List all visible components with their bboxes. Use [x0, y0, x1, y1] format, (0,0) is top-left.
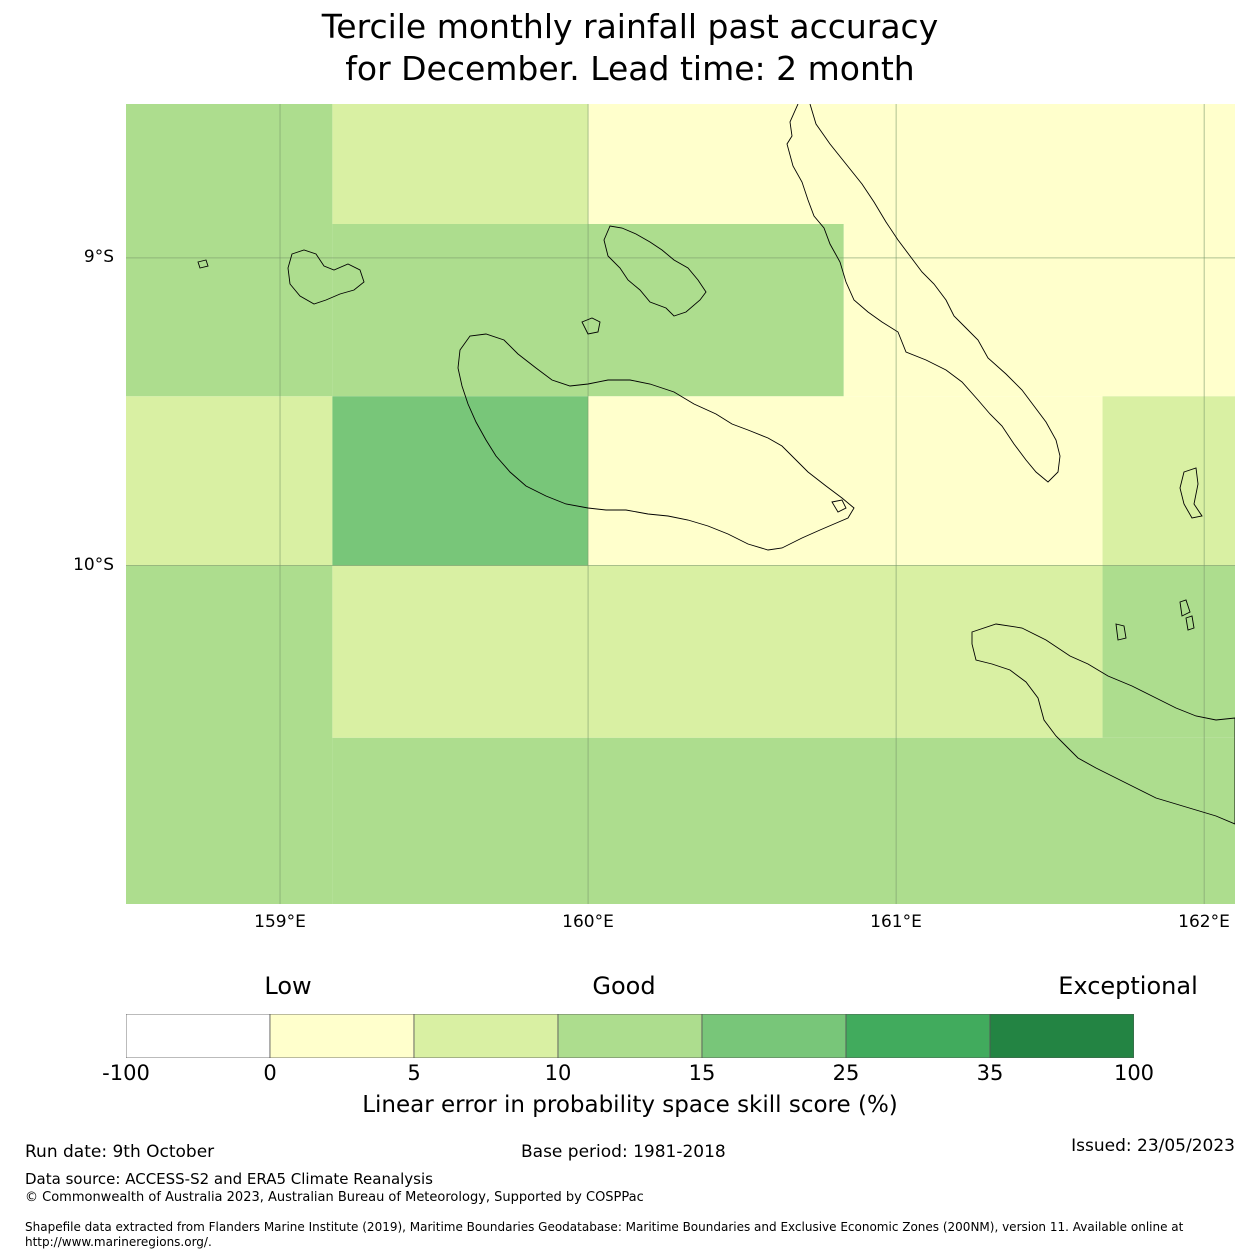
lon-label-162e: 162°E — [1178, 912, 1230, 932]
skill-cell — [332, 104, 589, 224]
colorbar-bin — [126, 1014, 271, 1058]
lon-label-161e: 161°E — [870, 912, 922, 932]
colorbar-tick-label: 5 — [407, 1061, 421, 1085]
copyright: © Commonwealth of Australia 2023, Austra… — [25, 1190, 644, 1205]
map-svg — [126, 104, 1235, 904]
coastline-islet-guadalcanal-east — [831, 499, 847, 513]
coastlines — [197, 104, 1235, 825]
colorbar-tick-label: 0 — [263, 1061, 277, 1085]
lat-label-9s: 9°S — [83, 247, 114, 267]
shapefile-credit: Shapefile data extracted from Flanders M… — [25, 1220, 1184, 1249]
skill-cell — [332, 565, 1103, 738]
coastline-santa-isabel — [786, 104, 1061, 483]
coastline-islet-makira-2 — [1179, 599, 1191, 617]
lon-label-159e: 159°E — [254, 912, 306, 932]
skill-cell — [332, 396, 589, 566]
skill-grid — [126, 104, 1235, 904]
colorbar-tick-label: 100 — [1113, 1061, 1155, 1085]
map-title: Tercile monthly rainfall past accuracy f… — [0, 6, 1260, 90]
coastline-islet-makira-1 — [1115, 623, 1127, 641]
colorbar-title: Linear error in probability space skill … — [362, 1092, 898, 1118]
coastline-east-islet — [1179, 467, 1203, 519]
colorbar-bin — [269, 1014, 415, 1058]
legend-category-good: Good — [592, 972, 656, 1000]
skill-cell — [588, 396, 1103, 566]
coastline-guadalcanal — [457, 333, 855, 551]
coastline-russell-islands — [287, 249, 365, 305]
coastline-florida-islands — [603, 225, 707, 317]
skill-cell — [126, 565, 333, 904]
colorbar-bin — [557, 1014, 703, 1058]
skill-cell — [1102, 396, 1235, 566]
colorbar — [126, 1014, 1134, 1058]
colorbar-tick-label: 25 — [832, 1061, 860, 1085]
skill-cell — [126, 396, 333, 566]
title-line-1: Tercile monthly rainfall past accuracy — [321, 7, 939, 46]
colorbar-tick-label: -100 — [102, 1061, 150, 1085]
skill-cell — [843, 224, 1235, 397]
base-period: Base period: 1981-2018 — [521, 1142, 726, 1162]
lat-label-10s: 10°S — [73, 555, 114, 575]
colorbar-bin — [413, 1014, 559, 1058]
colorbar-bin — [989, 1014, 1134, 1058]
coastline-makira — [971, 623, 1235, 825]
run-date: Run date: 9th October — [25, 1142, 215, 1162]
title-line-2: for December. Lead time: 2 month — [345, 49, 915, 88]
colorbar-tick-label: 15 — [688, 1061, 716, 1085]
issued-date: Issued: 23/05/2023 — [1071, 1136, 1235, 1156]
skill-cell — [126, 104, 333, 397]
skill-cell — [332, 737, 1235, 904]
colorbar-bin — [845, 1014, 991, 1058]
map-area — [126, 104, 1235, 904]
colorbar-tick-label: 10 — [544, 1061, 572, 1085]
legend-category-low: Low — [264, 972, 312, 1000]
skill-cell — [588, 104, 1235, 224]
coastline-islet-west — [197, 259, 209, 269]
skill-cell — [1102, 565, 1235, 738]
legend-category-exceptional: Exceptional — [1058, 972, 1198, 1000]
lon-label-160e: 160°E — [562, 912, 614, 932]
colorbar-tick-label: 35 — [976, 1061, 1004, 1085]
coastline-islet-makira-3 — [1185, 615, 1195, 631]
data-source: Data source: ACCESS-S2 and ERA5 Climate … — [25, 1170, 433, 1188]
coastline-small-island — [581, 317, 601, 335]
colorbar-bin — [701, 1014, 847, 1058]
